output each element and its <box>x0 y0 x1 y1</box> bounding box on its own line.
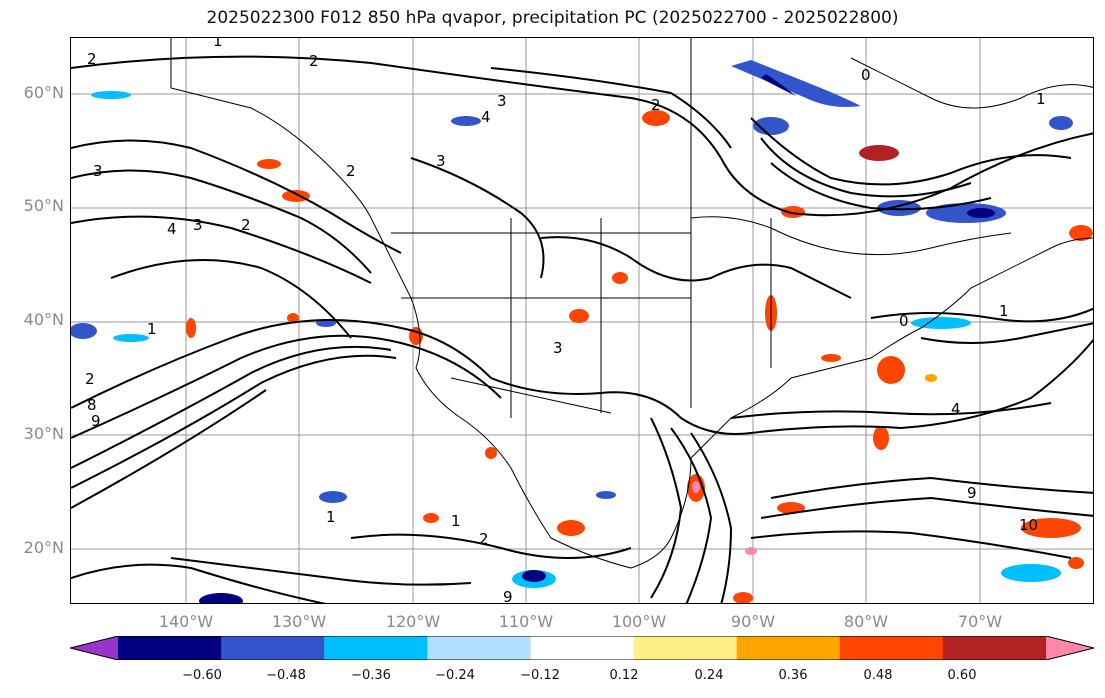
contour-label: 1 <box>999 302 1009 320</box>
contour-label: 1 <box>213 38 223 50</box>
lon-label-140w: 140°W <box>158 612 214 631</box>
lat-label-30n: 30°N <box>23 424 64 443</box>
contour-label: 3 <box>497 92 507 110</box>
lon-label-70w: 70°W <box>957 612 1003 631</box>
contour-label: 9 <box>91 412 101 430</box>
contour-label: 2 <box>346 162 356 180</box>
colorbar-tick-label: 0.12 <box>609 668 639 683</box>
map-canvas: 2 1 2 3 4 2 0 1 3 3 2 4 3 2 1 2 8 9 1 4 … <box>71 38 1093 604</box>
contour-label: 2 <box>309 52 319 70</box>
graticule <box>71 38 1093 603</box>
colorbar-tick-label: 0.48 <box>863 668 893 683</box>
contour-label: 3 <box>93 162 103 180</box>
colorbar-cell <box>942 636 1047 660</box>
contour-label: 2 <box>651 96 661 114</box>
contour-label: 0 <box>899 312 909 330</box>
colorbar-tick-label: −0.24 <box>435 668 475 683</box>
colorbar-cell <box>839 636 944 660</box>
colorbar-cell <box>736 636 841 660</box>
colorbar-cell <box>427 636 531 660</box>
contour-label: 3 <box>553 339 563 357</box>
lat-label-60n: 60°N <box>23 83 64 102</box>
precip-shading <box>71 60 1093 603</box>
contour-label: 1 <box>147 320 157 338</box>
contour-label: 8 <box>87 396 97 414</box>
colorbar-tick-label: −0.60 <box>182 668 222 683</box>
contour-label: 3 <box>193 216 203 234</box>
colorbar-cell <box>221 636 325 660</box>
contour-label: 2 <box>85 370 95 388</box>
colorbar-cell <box>324 636 428 660</box>
contour-label: 2 <box>87 50 97 68</box>
colorbar-cell <box>70 636 118 660</box>
contour-label: 1 <box>451 512 461 530</box>
colorbar <box>70 636 1094 660</box>
contour-label-group: 2 1 2 3 4 2 0 1 3 3 2 4 3 2 1 2 8 9 1 4 … <box>85 38 1046 604</box>
lon-label-100w: 100°W <box>611 612 667 631</box>
colorbar-tick-label: −0.12 <box>520 668 560 683</box>
colorbar-tick-label: −0.48 <box>266 668 306 683</box>
colorbar-tick-label: 0.60 <box>947 668 977 683</box>
contour-label: 0 <box>861 66 871 84</box>
qvapor-contours <box>71 55 1093 603</box>
contour-label: 9 <box>503 588 513 604</box>
colorbar-cell <box>1046 636 1094 660</box>
contour-label: 4 <box>481 108 491 126</box>
colorbar-tick-label: 0.36 <box>778 668 808 683</box>
contour-label: 3 <box>436 152 446 170</box>
contour-label: 1 <box>1036 90 1046 108</box>
contour-label: 10 <box>1019 516 1038 534</box>
contour-label: 4 <box>167 220 177 238</box>
colorbar-cell <box>530 636 635 660</box>
colorbar-tick-label: 0.24 <box>694 668 724 683</box>
coastline-borders <box>170 38 1093 569</box>
lat-label-50n: 50°N <box>23 196 64 215</box>
lon-label-90w: 90°W <box>730 612 776 631</box>
lat-label-40n: 40°N <box>23 310 64 329</box>
lon-label-110w: 110°W <box>498 612 554 631</box>
lon-label-120w: 120°W <box>385 612 441 631</box>
contour-label: 9 <box>967 484 977 502</box>
contour-label: 4 <box>951 400 961 418</box>
contour-label: 2 <box>241 216 251 234</box>
contour-label: 2 <box>479 530 489 548</box>
colorbar-tick-label: −0.36 <box>351 668 391 683</box>
lon-label-80w: 80°W <box>843 612 889 631</box>
map-panel: 2 1 2 3 4 2 0 1 3 3 2 4 3 2 1 2 8 9 1 4 … <box>70 37 1094 604</box>
lon-label-130w: 130°W <box>271 612 327 631</box>
plot-title: 2025022300 F012 850 hPa qvapor, precipit… <box>206 8 899 28</box>
contour-label: 1 <box>326 508 336 526</box>
colorbar-cell <box>118 636 222 660</box>
lat-label-20n: 20°N <box>23 538 64 557</box>
colorbar-cell <box>633 636 738 660</box>
